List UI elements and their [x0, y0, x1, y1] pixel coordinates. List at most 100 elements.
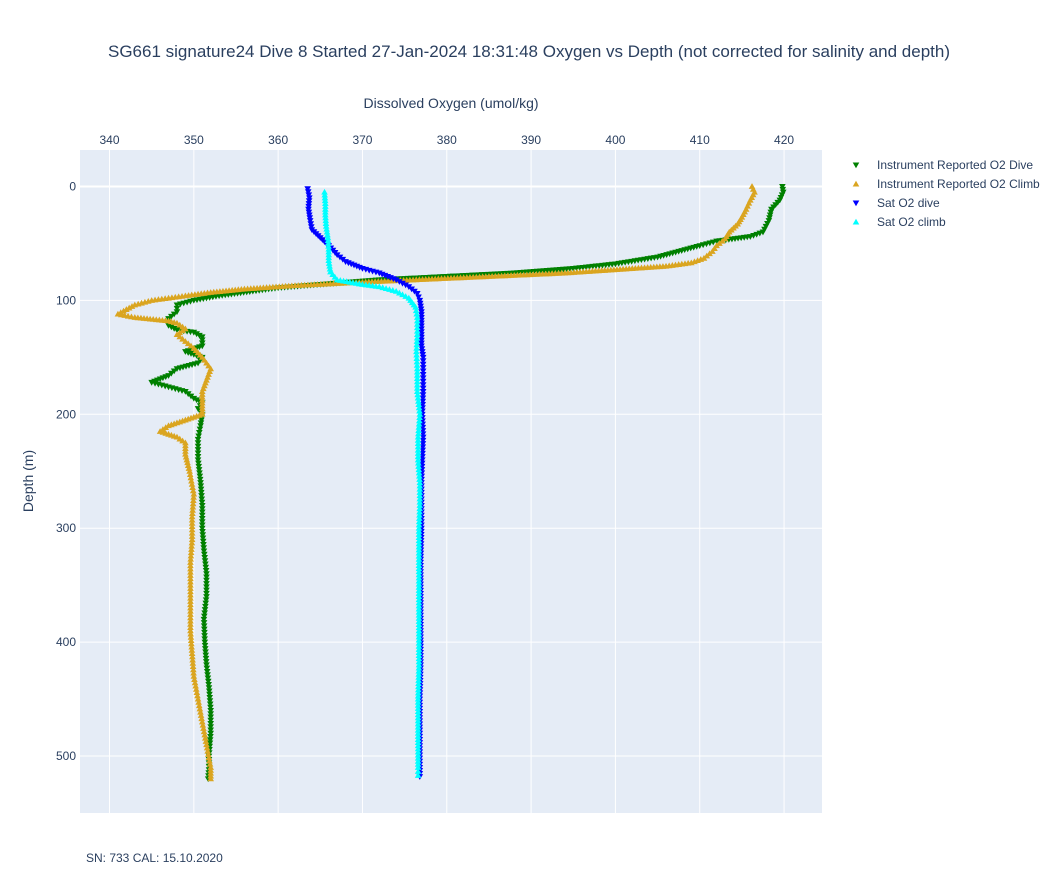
data-point — [322, 220, 330, 226]
data-point — [187, 637, 195, 643]
data-point — [419, 392, 427, 399]
data-point — [202, 655, 210, 662]
y-axis-label: Depth (m) — [20, 450, 36, 512]
x-tick-label: 340 — [99, 133, 119, 147]
data-point — [419, 395, 427, 402]
data-point — [201, 610, 208, 617]
data-point — [189, 487, 197, 494]
legend-label[interactable]: Instrument Reported O2 Climb — [877, 177, 1040, 191]
data-point — [414, 446, 422, 453]
data-point — [402, 282, 409, 289]
data-point — [414, 757, 422, 764]
data-point — [415, 580, 423, 587]
legend-label[interactable]: Instrument Reported O2 Dive — [877, 158, 1033, 172]
data-point — [193, 331, 200, 338]
data-point — [324, 237, 332, 244]
data-point — [201, 636, 208, 643]
data-point — [416, 414, 423, 421]
data-point — [187, 549, 195, 556]
data-point — [416, 489, 424, 495]
data-point — [324, 231, 331, 238]
data-point — [415, 459, 422, 466]
data-point — [199, 721, 207, 728]
data-point — [188, 536, 196, 543]
data-point — [204, 678, 212, 685]
data-point — [419, 354, 427, 361]
data-point — [414, 440, 422, 447]
data-point — [173, 302, 181, 309]
data-point — [321, 191, 329, 198]
data-point — [194, 440, 202, 447]
data-point — [415, 404, 423, 411]
data-point — [198, 506, 206, 512]
data-point — [204, 675, 212, 682]
legend-label[interactable]: Sat O2 dive — [877, 196, 940, 210]
data-point — [195, 467, 203, 473]
data-point — [188, 523, 196, 530]
data-point — [165, 322, 172, 329]
data-point — [415, 615, 423, 621]
data-point — [416, 479, 424, 486]
data-point — [192, 682, 199, 689]
data-point — [415, 658, 423, 665]
data-point — [392, 287, 400, 294]
data-point — [197, 712, 205, 718]
data-point — [189, 656, 196, 663]
data-point — [187, 575, 194, 582]
data-point — [402, 293, 409, 299]
data-point — [173, 305, 181, 312]
legend-label[interactable]: Sat O2 climb — [877, 215, 946, 229]
data-point — [413, 338, 421, 344]
data-point — [206, 757, 213, 764]
data-point — [183, 456, 191, 463]
data-point — [190, 493, 197, 500]
data-point — [416, 515, 423, 521]
data-point — [200, 548, 208, 555]
data-point — [187, 581, 194, 588]
data-point — [201, 734, 209, 741]
data-point — [191, 679, 199, 686]
data-point — [189, 653, 196, 660]
data-point — [414, 733, 422, 739]
data-point — [414, 726, 422, 733]
data-point — [415, 565, 423, 572]
data-point — [419, 382, 427, 388]
data-point — [413, 375, 421, 381]
data-point — [415, 680, 422, 687]
data-point — [203, 581, 210, 587]
data-point — [419, 365, 427, 371]
data-point — [207, 704, 214, 711]
data-point — [188, 542, 195, 549]
data-point — [207, 711, 214, 718]
data-point — [203, 665, 211, 672]
data-point — [206, 737, 214, 744]
data-point — [416, 407, 423, 414]
data-point — [198, 496, 206, 503]
data-point — [200, 725, 207, 731]
data-point — [188, 546, 195, 552]
data-point — [207, 724, 214, 731]
data-point — [414, 711, 422, 718]
data-point — [413, 388, 421, 394]
data-point — [201, 642, 209, 649]
data-point — [325, 242, 332, 249]
data-point — [415, 642, 423, 649]
data-point — [415, 583, 423, 590]
data-point — [195, 460, 202, 467]
data-point — [192, 686, 200, 692]
data-point — [188, 526, 196, 533]
data-point — [187, 559, 194, 565]
data-point — [416, 417, 423, 424]
x-tick-label: 370 — [352, 133, 372, 147]
data-point — [416, 492, 424, 499]
data-point — [200, 616, 208, 623]
data-point — [195, 463, 203, 470]
data-point — [415, 624, 423, 631]
data-point — [195, 433, 202, 440]
x-tick-label: 420 — [774, 133, 794, 147]
data-point — [419, 437, 427, 444]
data-point — [201, 551, 208, 558]
data-point — [414, 456, 422, 463]
legend[interactable]: Instrument Reported O2 Dive Instrument Re… — [852, 158, 1040, 229]
data-point — [414, 720, 422, 727]
